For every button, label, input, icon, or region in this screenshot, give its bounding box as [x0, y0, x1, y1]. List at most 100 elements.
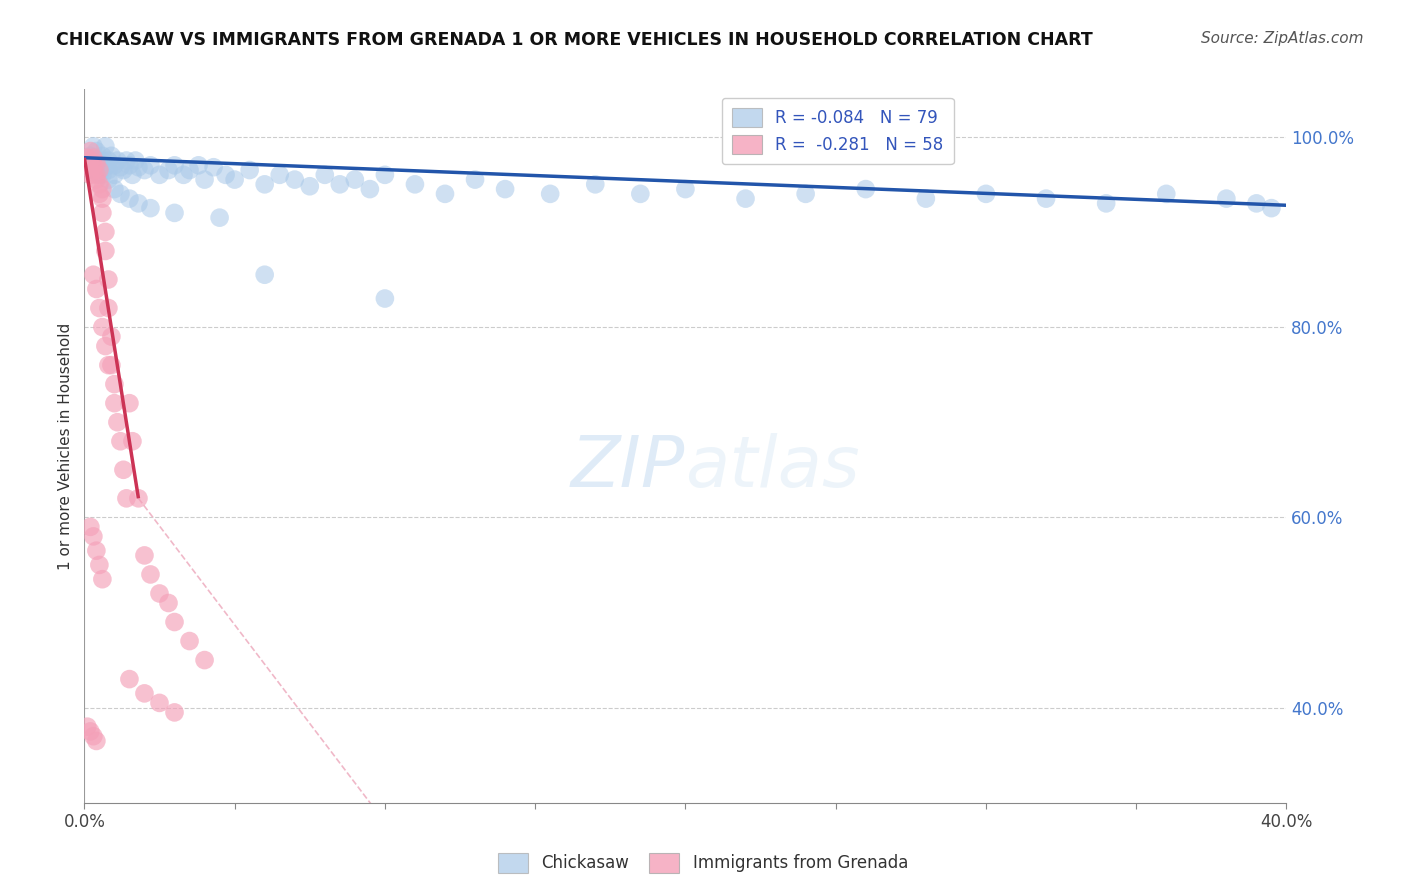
- Point: [194, 172, 217, 186]
- Point: [110, 186, 132, 201]
- Point: [94, 225, 117, 239]
- Point: [134, 686, 156, 700]
- Point: [82, 729, 104, 743]
- Point: [148, 168, 170, 182]
- Point: [86, 734, 108, 748]
- Point: [118, 396, 141, 410]
- Point: [94, 244, 117, 258]
- Point: [107, 153, 129, 168]
- Point: [115, 153, 138, 168]
- Point: [202, 160, 225, 174]
- Point: [82, 268, 104, 282]
- Point: [538, 186, 561, 201]
- Point: [112, 163, 135, 178]
- Point: [253, 178, 276, 192]
- Point: [97, 153, 120, 168]
- Point: [134, 163, 156, 178]
- Point: [163, 206, 186, 220]
- Point: [284, 172, 307, 186]
- Point: [127, 160, 149, 174]
- Point: [91, 192, 114, 206]
- Point: [100, 149, 122, 163]
- Point: [110, 160, 132, 174]
- Point: [404, 178, 426, 192]
- Point: [464, 172, 486, 186]
- Point: [76, 160, 98, 174]
- Point: [97, 172, 120, 186]
- Point: [148, 696, 170, 710]
- Point: [124, 153, 146, 168]
- Point: [103, 182, 125, 196]
- Point: [239, 163, 262, 178]
- Point: [86, 153, 108, 168]
- Point: [194, 653, 217, 667]
- Point: [91, 149, 114, 163]
- Point: [974, 186, 997, 201]
- Point: [103, 377, 125, 392]
- Point: [1095, 196, 1118, 211]
- Point: [100, 358, 122, 372]
- Point: [110, 434, 132, 449]
- Point: [82, 151, 104, 165]
- Point: [1035, 192, 1057, 206]
- Point: [269, 168, 291, 182]
- Point: [82, 163, 104, 178]
- Point: [298, 179, 321, 194]
- Point: [79, 144, 101, 158]
- Point: [157, 596, 180, 610]
- Point: [97, 358, 120, 372]
- Point: [76, 151, 98, 165]
- Point: [121, 434, 143, 449]
- Point: [79, 158, 101, 172]
- Point: [112, 463, 135, 477]
- Point: [82, 163, 104, 178]
- Point: [89, 158, 111, 172]
- Point: [1260, 201, 1282, 215]
- Point: [107, 415, 129, 429]
- Point: [79, 149, 101, 163]
- Point: [94, 339, 117, 353]
- Point: [86, 282, 108, 296]
- Point: [139, 201, 162, 215]
- Point: [118, 158, 141, 172]
- Point: [734, 192, 756, 206]
- Point: [329, 178, 352, 192]
- Point: [79, 168, 101, 182]
- Point: [115, 491, 138, 506]
- Point: [1156, 186, 1178, 201]
- Point: [91, 320, 114, 334]
- Point: [82, 529, 104, 543]
- Point: [103, 396, 125, 410]
- Point: [91, 182, 114, 196]
- Point: [1215, 192, 1237, 206]
- Point: [103, 158, 125, 172]
- Text: CHICKASAW VS IMMIGRANTS FROM GRENADA 1 OR MORE VEHICLES IN HOUSEHOLD CORRELATION: CHICKASAW VS IMMIGRANTS FROM GRENADA 1 O…: [56, 31, 1092, 49]
- Point: [97, 272, 120, 286]
- Point: [89, 558, 111, 572]
- Point: [103, 168, 125, 182]
- Point: [86, 156, 108, 170]
- Point: [79, 724, 101, 739]
- Point: [76, 153, 98, 168]
- Point: [1246, 196, 1268, 211]
- Point: [86, 172, 108, 186]
- Point: [91, 206, 114, 220]
- Legend: R = -0.084   N = 79, R =  -0.281   N = 58: R = -0.084 N = 79, R = -0.281 N = 58: [723, 97, 953, 164]
- Point: [374, 168, 396, 182]
- Point: [139, 567, 162, 582]
- Point: [100, 329, 122, 343]
- Point: [915, 192, 938, 206]
- Point: [79, 153, 101, 168]
- Point: [86, 543, 108, 558]
- Point: [76, 720, 98, 734]
- Point: [82, 158, 104, 172]
- Point: [314, 168, 336, 182]
- Point: [583, 178, 606, 192]
- Point: [157, 163, 180, 178]
- Legend: Chickasaw, Immigrants from Grenada: Chickasaw, Immigrants from Grenada: [491, 847, 915, 880]
- Point: [97, 163, 120, 178]
- Point: [374, 292, 396, 306]
- Point: [91, 153, 114, 168]
- Point: [127, 196, 149, 211]
- Point: [86, 168, 108, 182]
